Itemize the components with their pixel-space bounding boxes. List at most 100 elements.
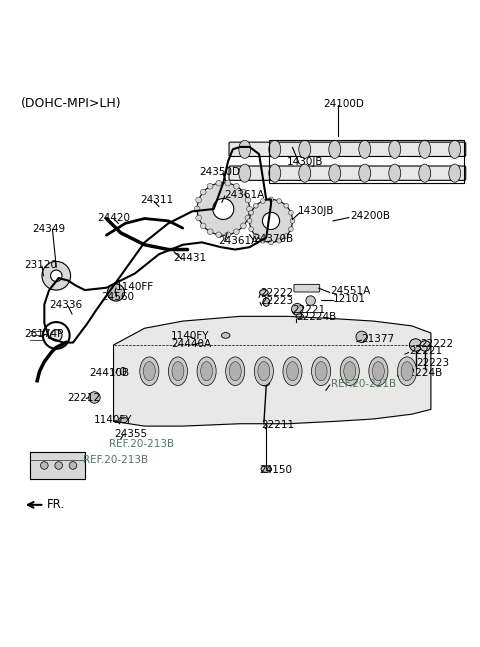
Circle shape bbox=[89, 391, 100, 403]
Text: 21377: 21377 bbox=[362, 334, 395, 344]
Text: 1430JB: 1430JB bbox=[287, 157, 323, 167]
Ellipse shape bbox=[172, 362, 184, 381]
FancyBboxPatch shape bbox=[229, 166, 466, 181]
Text: 1140FY: 1140FY bbox=[94, 415, 132, 425]
Text: (DOHC-MPI>LH): (DOHC-MPI>LH) bbox=[21, 97, 121, 110]
Circle shape bbox=[253, 203, 258, 208]
Ellipse shape bbox=[239, 164, 251, 182]
Circle shape bbox=[108, 284, 124, 301]
Ellipse shape bbox=[201, 362, 213, 381]
Ellipse shape bbox=[168, 357, 188, 386]
FancyBboxPatch shape bbox=[229, 142, 466, 157]
Text: 24551A: 24551A bbox=[331, 286, 371, 296]
Ellipse shape bbox=[359, 140, 371, 159]
Text: 12101: 12101 bbox=[333, 294, 366, 303]
Ellipse shape bbox=[419, 140, 431, 159]
Ellipse shape bbox=[263, 298, 270, 306]
Ellipse shape bbox=[359, 164, 371, 182]
FancyBboxPatch shape bbox=[294, 285, 320, 292]
Text: 24410B: 24410B bbox=[90, 367, 130, 378]
Circle shape bbox=[409, 339, 422, 351]
Circle shape bbox=[247, 219, 252, 223]
Circle shape bbox=[290, 219, 295, 223]
Circle shape bbox=[200, 189, 206, 195]
Circle shape bbox=[291, 303, 303, 315]
Text: 24350D: 24350D bbox=[199, 167, 240, 177]
Ellipse shape bbox=[315, 362, 327, 381]
Circle shape bbox=[249, 226, 253, 232]
Circle shape bbox=[42, 261, 71, 290]
Circle shape bbox=[277, 238, 282, 243]
Ellipse shape bbox=[329, 164, 341, 182]
Text: 24200B: 24200B bbox=[350, 211, 390, 221]
Ellipse shape bbox=[372, 362, 384, 381]
Circle shape bbox=[240, 223, 246, 228]
Text: 24420: 24420 bbox=[97, 213, 130, 223]
Text: 23120: 23120 bbox=[24, 260, 57, 270]
Text: 26174P: 26174P bbox=[24, 329, 64, 340]
Circle shape bbox=[225, 181, 231, 186]
Circle shape bbox=[284, 203, 288, 208]
Text: 1140FY: 1140FY bbox=[171, 331, 209, 342]
Ellipse shape bbox=[269, 164, 281, 182]
Circle shape bbox=[55, 462, 62, 469]
Ellipse shape bbox=[299, 140, 311, 159]
Ellipse shape bbox=[449, 140, 461, 159]
Text: 22222: 22222 bbox=[420, 338, 454, 349]
Ellipse shape bbox=[226, 357, 245, 386]
Ellipse shape bbox=[287, 362, 299, 381]
Circle shape bbox=[194, 206, 200, 212]
Ellipse shape bbox=[369, 357, 388, 386]
Circle shape bbox=[306, 296, 315, 305]
Circle shape bbox=[420, 341, 431, 351]
Polygon shape bbox=[30, 452, 85, 479]
Text: 22221: 22221 bbox=[409, 346, 443, 356]
Text: 24560: 24560 bbox=[102, 292, 134, 302]
Ellipse shape bbox=[260, 290, 268, 295]
Ellipse shape bbox=[389, 140, 401, 159]
Text: 22211: 22211 bbox=[262, 420, 295, 430]
Ellipse shape bbox=[258, 362, 270, 381]
Text: 24440A: 24440A bbox=[171, 340, 211, 349]
Circle shape bbox=[50, 330, 62, 341]
Text: 24370B: 24370B bbox=[253, 234, 293, 243]
Circle shape bbox=[245, 215, 251, 221]
Circle shape bbox=[234, 183, 240, 189]
Text: 22223: 22223 bbox=[260, 296, 293, 306]
Text: 22224B: 22224B bbox=[402, 367, 443, 378]
Circle shape bbox=[216, 232, 222, 237]
Circle shape bbox=[356, 331, 367, 343]
Circle shape bbox=[40, 462, 48, 469]
Circle shape bbox=[245, 197, 251, 203]
Polygon shape bbox=[114, 316, 431, 426]
Ellipse shape bbox=[197, 357, 216, 386]
Circle shape bbox=[263, 212, 280, 230]
Ellipse shape bbox=[340, 357, 360, 386]
Ellipse shape bbox=[401, 362, 413, 381]
Circle shape bbox=[50, 270, 62, 281]
Circle shape bbox=[200, 223, 206, 228]
Circle shape bbox=[253, 234, 258, 239]
Circle shape bbox=[247, 206, 252, 212]
Ellipse shape bbox=[283, 357, 302, 386]
Circle shape bbox=[207, 183, 213, 189]
Circle shape bbox=[213, 199, 234, 219]
Text: 24311: 24311 bbox=[140, 195, 173, 205]
Text: 24431: 24431 bbox=[173, 252, 206, 263]
Text: 22223: 22223 bbox=[417, 358, 450, 368]
Text: FR.: FR. bbox=[47, 498, 65, 511]
Ellipse shape bbox=[144, 362, 156, 381]
Circle shape bbox=[277, 199, 282, 203]
Text: 24150: 24150 bbox=[259, 465, 292, 475]
Circle shape bbox=[261, 199, 265, 203]
Ellipse shape bbox=[261, 466, 272, 472]
Circle shape bbox=[250, 199, 292, 243]
Ellipse shape bbox=[269, 140, 281, 159]
Circle shape bbox=[69, 462, 77, 469]
Ellipse shape bbox=[344, 362, 356, 381]
Circle shape bbox=[225, 232, 231, 237]
Circle shape bbox=[196, 197, 202, 203]
Circle shape bbox=[240, 189, 246, 195]
Text: 1430JB: 1430JB bbox=[298, 206, 335, 216]
Circle shape bbox=[269, 197, 274, 202]
